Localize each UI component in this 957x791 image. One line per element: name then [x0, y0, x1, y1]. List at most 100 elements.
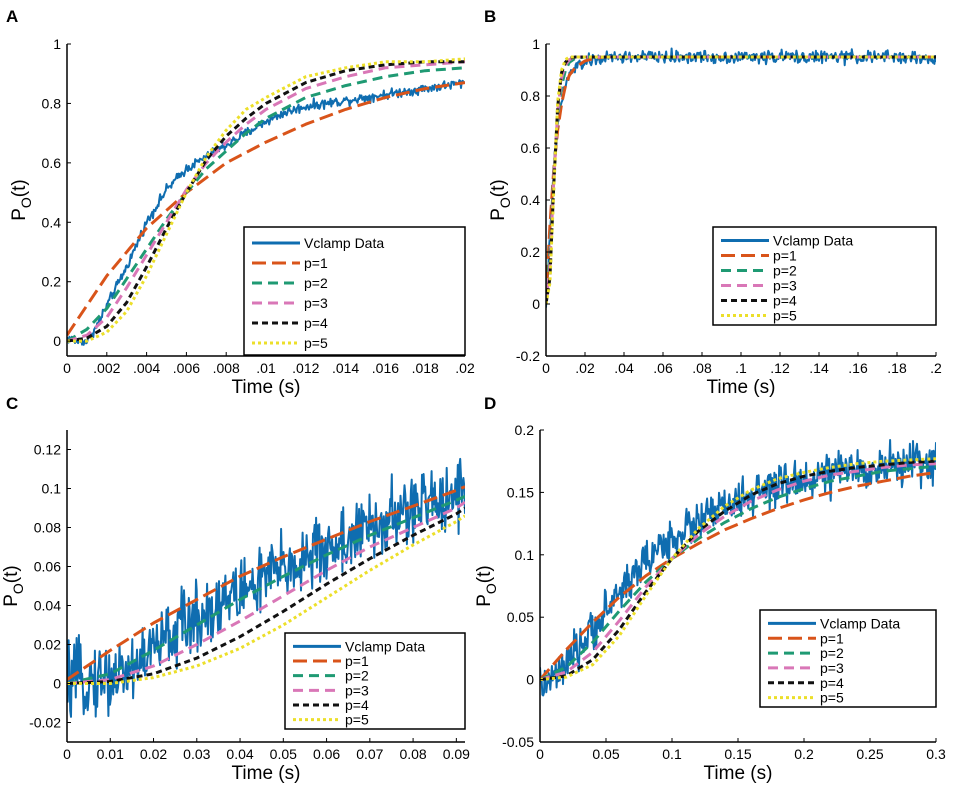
x-tick-label: .002: [93, 360, 120, 376]
y-tick-label: -0.2: [516, 348, 540, 364]
plot-area: [67, 57, 465, 346]
x-axis-label: Time (s): [707, 377, 776, 398]
y-tick-label: 0.1: [515, 547, 535, 563]
x-tick-label: .012: [292, 360, 319, 376]
y-axis-label: PO(t): [488, 179, 513, 221]
x-tick-label: 0.01: [97, 746, 124, 762]
x-axis-label: Time (s): [232, 763, 301, 784]
panel-label: C: [6, 394, 18, 413]
legend-entry: p=1: [773, 248, 797, 264]
plot-area: [67, 457, 465, 718]
x-tick-label: 0.04: [226, 746, 253, 762]
series-p-2: [540, 464, 936, 681]
legend-entry: p=2: [820, 645, 844, 661]
series-p-5: [67, 514, 465, 685]
x-tick-label: .01: [256, 360, 276, 376]
x-tick-label: 0: [63, 360, 71, 376]
panel-b: B0.02.04.06.08.1.12.14.16.18.2-0.200.20.…: [484, 7, 942, 398]
x-axis-label: Time (s): [704, 763, 773, 784]
y-axis-label: PO(t): [474, 565, 499, 607]
legend-entry: p=3: [773, 278, 797, 294]
y-tick-label: 0.4: [42, 214, 62, 230]
series-p-5: [67, 57, 465, 343]
x-tick-label: .12: [770, 360, 790, 376]
y-tick-label: 0.1: [42, 481, 62, 497]
x-tick-label: .006: [173, 360, 200, 376]
legend-entry: p=5: [345, 712, 369, 728]
y-tick-label: 0.4: [521, 192, 541, 208]
x-tick-label: 0: [63, 746, 71, 762]
legend-entry: p=4: [820, 675, 844, 691]
legend-entry: Vclamp Data: [304, 235, 384, 251]
legend-box: [243, 226, 466, 356]
x-tick-label: 0.05: [592, 746, 619, 762]
x-tick-label: .004: [133, 360, 160, 376]
legend-entry: p=1: [304, 255, 328, 271]
legend-entry: p=4: [773, 293, 797, 309]
panel-label: B: [484, 7, 496, 26]
x-tick-label: .14: [809, 360, 829, 376]
series-p-4: [540, 459, 936, 682]
legend-entry: Vclamp Data: [820, 615, 900, 631]
x-tick-label: .06: [653, 360, 673, 376]
x-tick-label: 0.03: [183, 746, 210, 762]
series-p-4: [67, 506, 465, 685]
x-tick-label: 0: [536, 746, 544, 762]
y-tick-label: 0: [53, 333, 61, 349]
y-tick-label: 0.2: [42, 274, 62, 290]
series-p-5: [540, 457, 936, 682]
x-tick-label: .08: [692, 360, 712, 376]
x-tick-label: .018: [412, 360, 439, 376]
y-tick-label: 0.15: [507, 484, 534, 500]
panel-label: A: [6, 7, 18, 26]
series-p-4: [67, 60, 465, 343]
legend-entry: p=1: [820, 630, 844, 646]
series-p-2: [67, 66, 465, 343]
y-axis-label: PO(t): [1, 565, 26, 607]
x-tick-label: .02: [575, 360, 595, 376]
x-tick-label: 0.07: [356, 746, 383, 762]
series-p-2: [67, 494, 465, 685]
x-tick-label: 0.15: [724, 746, 751, 762]
legend-entry: p=5: [773, 308, 797, 324]
legend-entry: p=2: [773, 263, 797, 279]
series-p-3: [67, 60, 465, 343]
panel-label: D: [484, 394, 496, 413]
y-tick-label: 0.8: [521, 88, 541, 104]
y-axis-label: PO(t): [9, 179, 34, 221]
x-tick-label: 0.06: [313, 746, 340, 762]
legend-box: [284, 632, 466, 730]
panel-d: D0 0.05 0.1 0.15 0.2 0.25 0.3-0.0500.050.10.15…: [474, 394, 946, 784]
legend-entry: p=3: [345, 682, 369, 698]
y-tick-label: -0.02: [29, 715, 61, 731]
x-tick-label: 0.05: [270, 746, 297, 762]
series-p-1: [67, 81, 465, 337]
panel-c: C 0 0.01 0.02 0.03 0.04 0.05 0.06 0.07 0.08 0.09 -0…: [1, 394, 470, 784]
y-tick-label: 0.2: [515, 422, 535, 438]
legend-entry: Vclamp Data: [345, 638, 425, 654]
legend-box: [759, 609, 937, 708]
y-tick-label: 0: [526, 672, 534, 688]
y-tick-label: 0.02: [34, 637, 61, 653]
series-p-3: [67, 500, 465, 685]
legend-entry: p=3: [304, 295, 328, 311]
x-tick-label: .18: [887, 360, 907, 376]
plot-area: [540, 439, 936, 697]
series-vclamp-data: [67, 457, 465, 718]
legend-entry: p=1: [345, 653, 369, 669]
x-tick-label: .04: [614, 360, 634, 376]
legend-entry: p=3: [820, 660, 844, 676]
legend-entry: p=5: [820, 690, 844, 706]
x-tick-label: .16: [848, 360, 868, 376]
y-tick-label: 0: [532, 296, 540, 312]
y-tick-label: -0.05: [502, 734, 534, 750]
y-tick-label: 0.06: [34, 559, 61, 575]
series-p-3: [540, 462, 936, 682]
x-tick-label: 0.25: [856, 746, 883, 762]
y-tick-label: 0.04: [34, 598, 61, 614]
